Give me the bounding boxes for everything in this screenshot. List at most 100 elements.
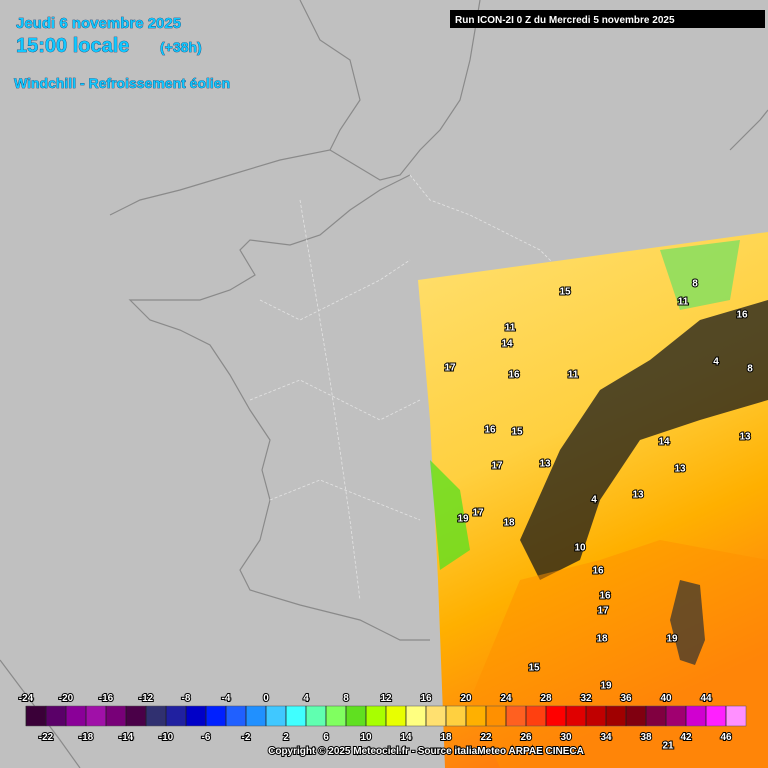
color-swatch xyxy=(705,705,727,727)
contour-label: 21 xyxy=(662,741,674,752)
colorbar-label: -16 xyxy=(99,693,114,704)
contour-label: 13 xyxy=(674,464,686,475)
contour-label: 19 xyxy=(457,514,469,525)
contour-label: 15 xyxy=(511,427,523,438)
colorbar-label: 46 xyxy=(720,732,732,743)
contour-label: 11 xyxy=(505,323,516,334)
contour-label: 13 xyxy=(539,459,551,470)
colorbar-label: -4 xyxy=(222,693,231,704)
contour-label: 14 xyxy=(501,339,513,350)
color-swatch xyxy=(125,705,147,727)
colorbar-label: 44 xyxy=(700,693,712,704)
run-box xyxy=(450,10,765,28)
contour-label: 16 xyxy=(736,310,748,321)
colorbar-label: -20 xyxy=(59,693,74,704)
colorbar-label: -2 xyxy=(242,732,251,743)
colorbar-label: -12 xyxy=(139,693,154,704)
color-swatch xyxy=(425,705,447,727)
colorbar-label: 32 xyxy=(580,693,592,704)
corsica xyxy=(670,580,705,665)
color-swatch xyxy=(605,705,627,727)
contour-label: 15 xyxy=(559,287,571,298)
colorbar-label: 38 xyxy=(640,732,652,743)
colorbar-label: 40 xyxy=(660,693,672,704)
contour-label: 10 xyxy=(574,543,586,554)
colorbar-label: -10 xyxy=(159,732,174,743)
color-swatch xyxy=(105,705,127,727)
color-swatch xyxy=(205,705,227,727)
parameter: Windchill - Refroissement éolien xyxy=(14,75,230,91)
color-swatch xyxy=(225,705,247,727)
color-swatch xyxy=(305,705,327,727)
colorbar-label: -18 xyxy=(79,732,94,743)
contour-label: 13 xyxy=(739,432,751,443)
color-swatch xyxy=(465,705,487,727)
colorbar-label: 24 xyxy=(500,693,512,704)
colorbar-label: 22 xyxy=(480,732,492,743)
colorbar-label: -24 xyxy=(19,693,34,704)
contour-label: 8 xyxy=(692,279,698,290)
lead-time: (+38h) xyxy=(160,39,202,55)
colorbar-label: 30 xyxy=(560,732,572,743)
color-swatch xyxy=(285,705,307,727)
contour-label: 16 xyxy=(599,591,611,602)
color-swatch xyxy=(525,705,547,727)
colorbar-label: 6 xyxy=(323,732,329,743)
color-swatch xyxy=(345,705,367,727)
green-area xyxy=(660,240,740,310)
alps-contours xyxy=(520,300,768,580)
colorbar-label: 0 xyxy=(263,693,269,704)
colorbar-label: 10 xyxy=(360,732,372,743)
colorbar-label: 26 xyxy=(520,732,532,743)
contour-label: 17 xyxy=(491,461,503,472)
contour-label: 14 xyxy=(658,437,670,448)
color-swatch xyxy=(245,705,267,727)
colorbar-label: 28 xyxy=(540,693,552,704)
color-swatch xyxy=(725,705,747,727)
contour-label: 19 xyxy=(666,634,678,645)
color-swatch xyxy=(685,705,707,727)
color-swatch xyxy=(405,705,427,727)
contour-label: 17 xyxy=(444,363,456,374)
color-swatch xyxy=(145,705,167,727)
color-swatch xyxy=(385,705,407,727)
colorbar-label: 4 xyxy=(303,693,309,704)
copyright: Copyright © 2025 Meteociel.fr - Source i… xyxy=(268,746,584,757)
color-swatch xyxy=(185,705,207,727)
contour-label: 4 xyxy=(713,357,719,368)
borders xyxy=(249,174,561,601)
colorbar-label: 14 xyxy=(400,732,412,743)
colorbar-label: -8 xyxy=(182,693,191,704)
contour-label: 11 xyxy=(568,370,579,381)
colorbar-label: 12 xyxy=(380,693,392,704)
colorbar-label: 16 xyxy=(420,693,432,704)
color-swatch xyxy=(565,705,587,727)
contour-label: 16 xyxy=(484,425,496,436)
contour-label: 18 xyxy=(503,518,515,529)
colorbar-label: 42 xyxy=(680,732,692,743)
color-swatch xyxy=(365,705,387,727)
colorbar-label: 36 xyxy=(620,693,632,704)
color-swatch xyxy=(505,705,527,727)
color-swatch xyxy=(445,705,467,727)
color-swatch xyxy=(325,705,347,727)
time: 15:00 locale xyxy=(16,35,129,57)
date: Jeudi 6 novembre 2025 xyxy=(16,15,181,32)
colorbar-label: 18 xyxy=(440,732,452,743)
contour-label: 17 xyxy=(472,508,484,519)
green-area xyxy=(430,460,470,570)
color-swatch xyxy=(625,705,647,727)
contour-label: 4 xyxy=(591,495,597,506)
color-swatch xyxy=(645,705,667,727)
colorbar-label: 34 xyxy=(600,732,612,743)
color-swatch xyxy=(85,705,107,727)
color-swatch xyxy=(485,705,507,727)
contour-label: 15 xyxy=(528,663,540,674)
colorbar-label: -14 xyxy=(119,732,134,743)
colorbar-label: -6 xyxy=(202,732,211,743)
color-swatch xyxy=(45,705,67,727)
colorbar-label: 2 xyxy=(283,732,289,743)
color-swatch xyxy=(25,705,47,727)
color-swatch xyxy=(165,705,187,727)
